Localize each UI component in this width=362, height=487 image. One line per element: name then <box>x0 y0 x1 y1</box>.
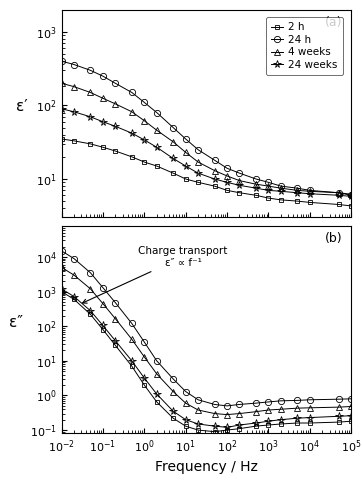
4 weeks <box>171 139 175 145</box>
4 weeks <box>295 187 299 193</box>
2 h <box>225 187 229 193</box>
24 weeks <box>279 188 283 194</box>
4 weeks <box>59 80 64 86</box>
4 weeks <box>266 183 270 189</box>
24 h <box>101 73 105 79</box>
2 h <box>349 203 353 209</box>
2 h <box>237 190 242 196</box>
2 h <box>130 154 134 160</box>
24 weeks <box>88 114 93 120</box>
24 weeks <box>142 137 147 143</box>
Line: 4 weeks: 4 weeks <box>58 80 354 197</box>
24 h <box>184 136 188 142</box>
2 h <box>142 159 147 165</box>
4 weeks <box>254 181 258 187</box>
24 h <box>59 58 64 64</box>
24 weeks <box>212 176 217 182</box>
24 weeks <box>59 106 64 112</box>
24 h <box>130 90 134 95</box>
2 h <box>72 138 76 144</box>
2 h <box>113 148 118 154</box>
4 weeks <box>225 173 229 179</box>
24 weeks <box>101 119 105 125</box>
24 h <box>279 183 283 189</box>
2 h <box>266 195 270 201</box>
2 h <box>254 192 258 198</box>
2 h <box>196 179 200 185</box>
2 h <box>59 136 64 142</box>
2 h <box>184 176 188 182</box>
24 weeks <box>308 191 312 197</box>
24 weeks <box>130 130 134 136</box>
24 weeks <box>295 190 299 196</box>
24 h <box>266 179 270 185</box>
Text: Charge transport
ε″ ∝ f⁻¹: Charge transport ε″ ∝ f⁻¹ <box>83 246 228 303</box>
4 weeks <box>142 118 147 124</box>
24 weeks <box>337 192 341 198</box>
24 h <box>295 185 299 191</box>
2 h <box>308 200 312 206</box>
24 h <box>155 110 159 115</box>
24 weeks <box>196 170 200 176</box>
2 h <box>88 141 93 147</box>
24 h <box>142 99 147 105</box>
24 h <box>254 176 258 182</box>
Line: 24 h: 24 h <box>58 58 354 198</box>
24 h <box>196 147 200 152</box>
24 weeks <box>155 144 159 150</box>
2 h <box>212 183 217 189</box>
24 weeks <box>184 163 188 169</box>
4 weeks <box>130 109 134 114</box>
4 weeks <box>196 159 200 165</box>
2 h <box>279 197 283 203</box>
X-axis label: Frequency / Hz: Frequency / Hz <box>155 460 258 474</box>
2 h <box>295 198 299 204</box>
2 h <box>155 163 159 169</box>
24 h <box>225 165 229 171</box>
24 h <box>337 190 341 196</box>
24 h <box>88 67 93 73</box>
24 h <box>308 187 312 193</box>
24 h <box>237 170 242 176</box>
4 weeks <box>101 95 105 101</box>
4 weeks <box>72 84 76 90</box>
2 h <box>337 202 341 207</box>
24 weeks <box>171 155 175 161</box>
4 weeks <box>337 190 341 196</box>
Line: 24 weeks: 24 weeks <box>58 105 355 200</box>
24 weeks <box>349 193 353 199</box>
24 weeks <box>72 109 76 114</box>
4 weeks <box>113 101 118 107</box>
4 weeks <box>237 178 242 184</box>
24 h <box>113 80 118 86</box>
4 weeks <box>212 168 217 173</box>
24 h <box>349 192 353 198</box>
4 weeks <box>279 185 283 191</box>
24 h <box>171 125 175 131</box>
24 weeks <box>225 179 229 185</box>
4 weeks <box>349 191 353 197</box>
24 weeks <box>266 187 270 193</box>
Legend: 2 h, 24 h, 4 weeks, 24 weeks: 2 h, 24 h, 4 weeks, 24 weeks <box>266 17 343 75</box>
Y-axis label: ε″: ε″ <box>9 315 23 330</box>
24 weeks <box>254 185 258 191</box>
4 weeks <box>184 150 188 155</box>
Y-axis label: ε′: ε′ <box>16 98 28 113</box>
24 weeks <box>113 123 118 129</box>
2 h <box>171 170 175 176</box>
2 h <box>101 144 105 150</box>
4 weeks <box>155 127 159 133</box>
Text: (a): (a) <box>325 16 342 29</box>
24 h <box>212 157 217 163</box>
Text: (b): (b) <box>325 232 342 245</box>
4 weeks <box>308 188 312 194</box>
4 weeks <box>88 90 93 95</box>
24 weeks <box>237 183 242 188</box>
24 h <box>72 61 76 67</box>
Line: 2 h: 2 h <box>59 136 354 208</box>
